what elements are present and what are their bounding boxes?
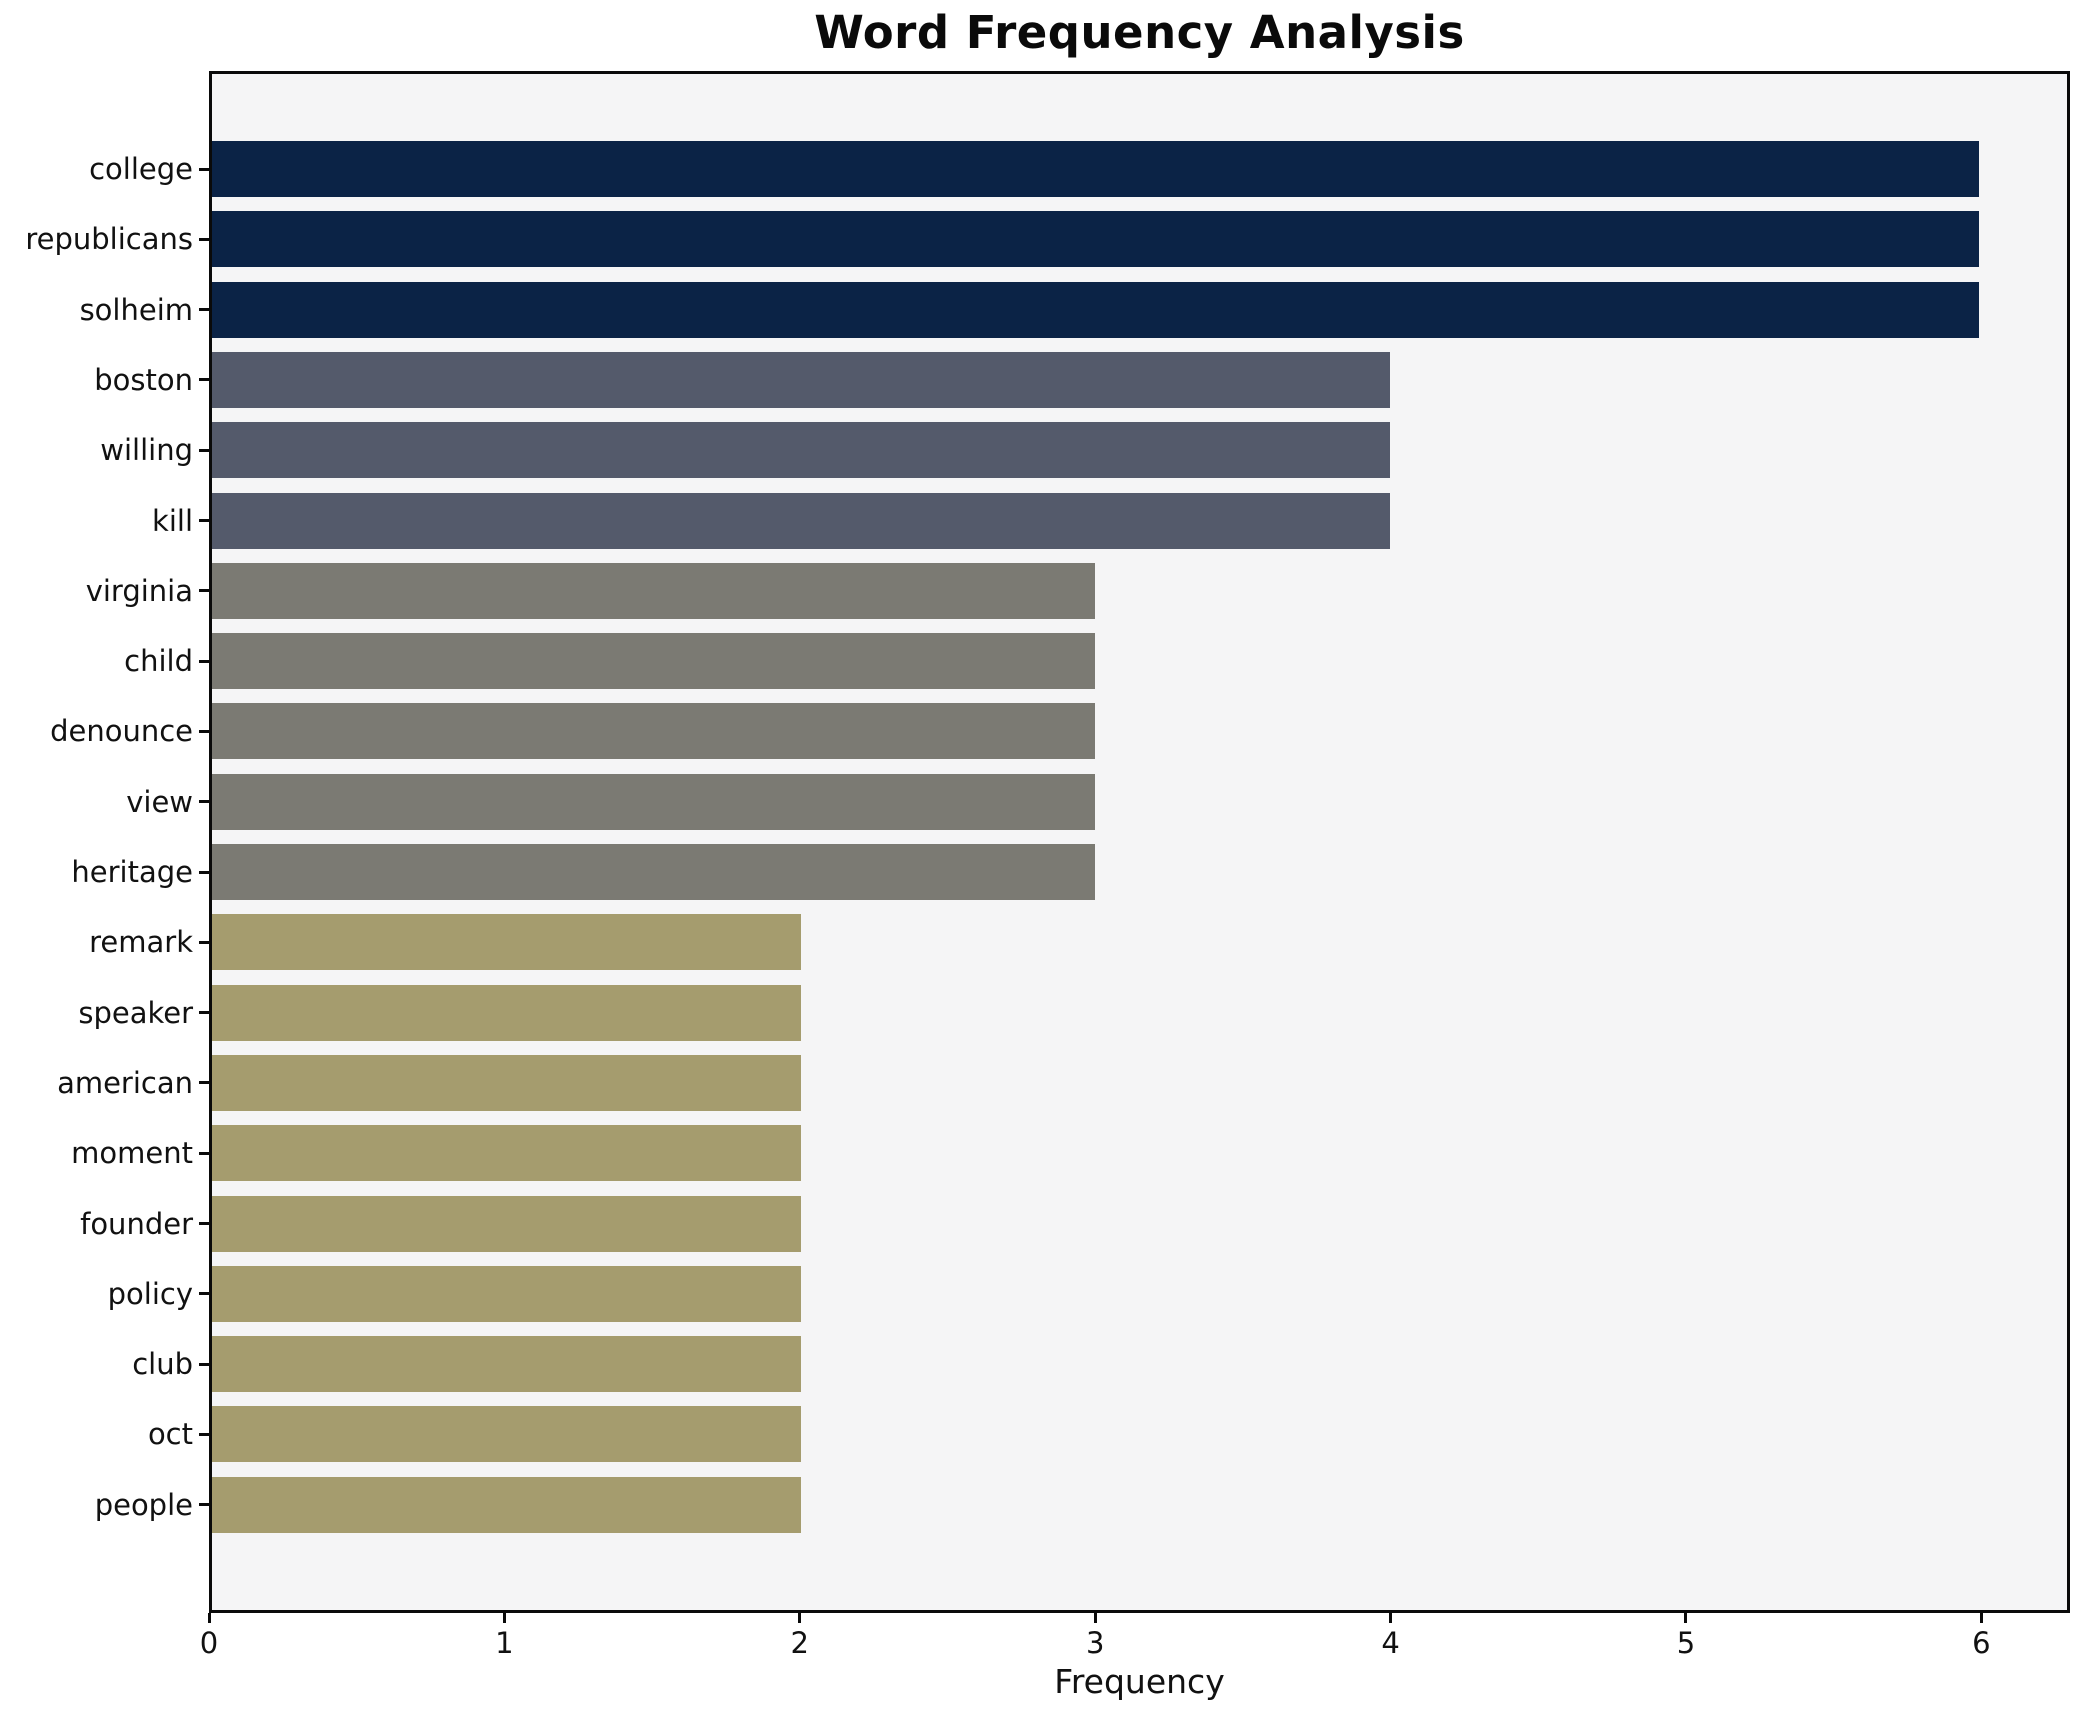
y-tick-label-solheim: solheim [79, 292, 193, 327]
y-tick-mark [199, 1503, 209, 1507]
y-tick-mark [199, 1292, 209, 1296]
bar-remark [212, 914, 801, 971]
y-tick-mark [199, 448, 209, 452]
bar-solheim [212, 281, 1979, 338]
bar-child [212, 633, 1096, 690]
y-tick-mark [199, 237, 209, 241]
y-tick-label-heritage: heritage [71, 855, 193, 889]
y-tick-mark [199, 940, 209, 944]
x-tick-label-1: 1 [495, 1626, 514, 1660]
bar-founder [212, 1195, 801, 1252]
y-tick-label-speaker: speaker [78, 995, 193, 1030]
y-tick-mark [199, 167, 209, 171]
y-tick-mark [199, 1222, 209, 1225]
x-tick-mark [1093, 1613, 1097, 1623]
y-tick-label-view: view [126, 784, 193, 819]
y-tick-mark [199, 1362, 209, 1366]
bar-club [212, 1336, 801, 1393]
y-tick-mark [199, 1151, 209, 1155]
bar-boston [212, 351, 1390, 408]
y-tick-mark [199, 800, 209, 804]
y-tick-label-american: american [57, 1065, 193, 1100]
x-tick-mark [1389, 1613, 1393, 1623]
x-tick-mark [1684, 1613, 1688, 1623]
y-tick-mark [199, 308, 209, 312]
y-tick-label-founder: founder [80, 1206, 193, 1241]
bar-heritage [212, 844, 1096, 900]
bar-oct [212, 1406, 801, 1463]
x-axis-label: Frequency [1054, 1662, 1225, 1701]
bar-college [212, 141, 1979, 197]
y-tick-label-moment: moment [71, 1136, 193, 1171]
x-tick-mark [798, 1613, 802, 1623]
y-tick-label-club: club [132, 1347, 193, 1382]
y-tick-label-remark: remark [89, 925, 193, 960]
y-tick-label-republicans: republicans [25, 222, 193, 257]
bar-denounce [212, 703, 1096, 760]
x-tick-label-2: 2 [790, 1626, 809, 1660]
y-tick-label-people: people [94, 1487, 193, 1522]
y-tick-mark [199, 589, 209, 593]
y-tick-mark [199, 1432, 209, 1436]
bar-policy [212, 1265, 801, 1322]
x-tick-mark [207, 1613, 211, 1623]
y-tick-label-boston: boston [94, 362, 193, 397]
y-tick-mark [199, 519, 209, 522]
x-tick-label-0: 0 [199, 1626, 219, 1660]
y-tick-label-kill: kill [152, 503, 193, 538]
x-tick-mark [1979, 1613, 1983, 1623]
y-tick-label-child: child [124, 644, 193, 679]
y-tick-label-policy: policy [107, 1276, 193, 1311]
x-tick-label-4: 4 [1381, 1626, 1400, 1660]
bar-american [212, 1054, 801, 1111]
chart-title: Word Frequency Analysis [814, 6, 1465, 59]
x-tick-label-5: 5 [1676, 1626, 1696, 1660]
y-tick-label-willing: willing [100, 433, 193, 468]
y-tick-mark [199, 729, 209, 733]
bar-kill [212, 492, 1390, 549]
y-tick-label-oct: oct [147, 1417, 193, 1452]
y-tick-label-virginia: virginia [85, 573, 193, 608]
x-tick-label-6: 6 [1972, 1626, 1991, 1660]
y-tick-label-college: college [89, 152, 193, 186]
y-tick-mark [199, 1011, 209, 1015]
y-tick-mark [199, 378, 209, 382]
y-tick-mark [199, 1081, 209, 1085]
bar-people [212, 1476, 801, 1533]
y-tick-mark [199, 659, 209, 663]
y-tick-mark [199, 870, 209, 874]
bar-view [212, 773, 1096, 830]
bar-virginia [212, 562, 1096, 619]
x-tick-mark [502, 1613, 506, 1623]
bar-moment [212, 1125, 801, 1182]
y-tick-label-denounce: denounce [50, 714, 193, 749]
bar-willing [212, 422, 1390, 479]
plot-area [209, 71, 2070, 1613]
bar-republicans [212, 211, 1979, 268]
x-tick-label-3: 3 [1085, 1626, 1105, 1660]
bar-speaker [212, 984, 801, 1041]
